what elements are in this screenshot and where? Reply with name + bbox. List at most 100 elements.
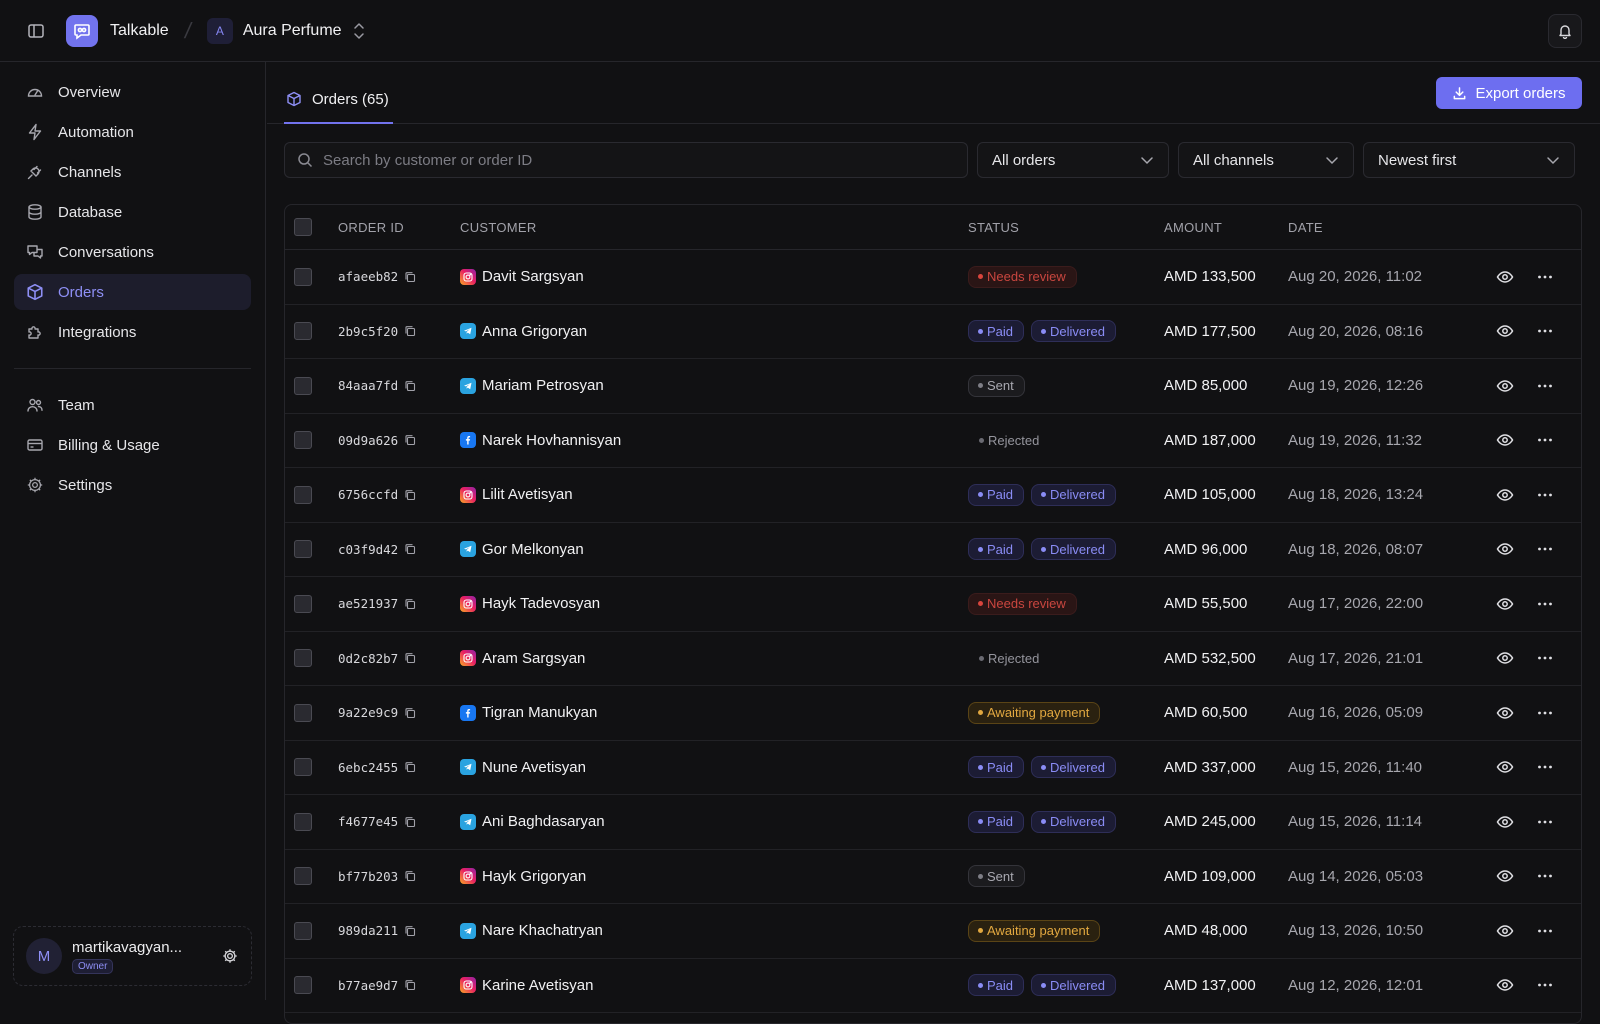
customer-name[interactable]: Narek Hovhannisyan [482, 431, 622, 449]
row-checkbox[interactable] [294, 485, 312, 504]
table-row[interactable]: b77ae9d7 Karine Avetisyan Paid Delivered AMD… [285, 959, 1581, 1013]
copy-icon[interactable] [404, 816, 416, 828]
eye-icon[interactable] [1496, 268, 1514, 286]
customer-name[interactable]: Lilit Avetisyan [482, 486, 573, 504]
sidebar-item-integrations[interactable]: Integrations [14, 314, 251, 350]
more-options-icon[interactable] [1536, 758, 1554, 776]
eye-icon[interactable] [1496, 758, 1514, 776]
eye-icon[interactable] [1496, 976, 1514, 994]
eye-icon[interactable] [1496, 322, 1514, 340]
user-settings-gear-icon[interactable] [221, 947, 239, 965]
copy-icon[interactable] [404, 325, 416, 337]
row-checkbox[interactable] [294, 758, 312, 777]
row-checkbox[interactable] [294, 594, 312, 613]
row-checkbox[interactable] [294, 703, 312, 722]
table-row[interactable]: 09d9a626 Narek Hovhannisyan Rejected AMD 18… [285, 414, 1581, 468]
eye-icon[interactable] [1496, 704, 1514, 722]
sidebar-item-conversations[interactable]: Conversations [14, 234, 251, 270]
notifications-button[interactable] [1548, 13, 1582, 48]
user-card[interactable]: M martikavagyan... Owner [13, 926, 252, 986]
eye-icon[interactable] [1496, 595, 1514, 613]
column-header-status[interactable]: STATUS [968, 219, 1020, 235]
more-options-icon[interactable] [1536, 813, 1554, 831]
sidebar-item-overview[interactable]: Overview [14, 74, 251, 110]
row-checkbox[interactable] [294, 267, 312, 286]
customer-name[interactable]: Tigran Manukyan [482, 704, 598, 722]
status-filter-select[interactable]: All orders [977, 142, 1169, 178]
workspace-name[interactable]: Aura Perfume [242, 21, 342, 39]
sidebar-item-orders[interactable]: Orders [14, 274, 251, 310]
customer-name[interactable]: Davit Sargsyan [482, 268, 584, 286]
tab-orders[interactable]: Orders (65) [284, 76, 393, 124]
row-checkbox[interactable] [294, 540, 312, 559]
copy-icon[interactable] [404, 434, 416, 446]
copy-icon[interactable] [404, 489, 416, 501]
row-checkbox[interactable] [294, 921, 312, 940]
copy-icon[interactable] [404, 652, 416, 664]
row-checkbox[interactable] [294, 976, 312, 995]
export-orders-button[interactable]: Export orders [1436, 77, 1582, 109]
more-options-icon[interactable] [1536, 976, 1554, 994]
row-checkbox[interactable] [294, 649, 312, 668]
more-options-icon[interactable] [1536, 377, 1554, 395]
select-all-checkbox[interactable] [294, 218, 312, 236]
table-row[interactable]: 6ebc2455 Nune Avetisyan Paid Delivered AMD 3… [285, 741, 1581, 795]
more-options-icon[interactable] [1536, 431, 1554, 449]
copy-icon[interactable] [404, 598, 416, 610]
sidebar-item-settings[interactable]: Settings [14, 467, 251, 503]
eye-icon[interactable] [1496, 540, 1514, 558]
eye-icon[interactable] [1496, 649, 1514, 667]
table-row[interactable]: 2b9c5f20 Anna Grigoryan Paid Delivered AMD 1… [285, 305, 1581, 359]
more-options-icon[interactable] [1536, 268, 1554, 286]
copy-icon[interactable] [404, 707, 416, 719]
eye-icon[interactable] [1496, 922, 1514, 940]
table-row[interactable]: 0d2c82b7 Aram Sargsyan Rejected AMD 532,500… [285, 632, 1581, 686]
more-options-icon[interactable] [1536, 540, 1554, 558]
table-row[interactable]: bf77b203 Hayk Grigoryan Sent AMD 109,000 Aug… [285, 850, 1581, 904]
sidebar-item-automation[interactable]: Automation [14, 114, 251, 150]
customer-name[interactable]: Nune Avetisyan [482, 758, 586, 776]
row-checkbox[interactable] [294, 322, 312, 341]
more-options-icon[interactable] [1536, 595, 1554, 613]
table-row[interactable]: ae521937 Hayk Tadevosyan Needs review AMD 5… [285, 577, 1581, 632]
column-header-amount[interactable]: AMOUNT [1164, 219, 1223, 235]
copy-icon[interactable] [404, 870, 416, 882]
customer-name[interactable]: Nare Khachatryan [482, 922, 603, 940]
customer-name[interactable]: Aram Sargsyan [482, 649, 586, 667]
table-row[interactable]: 9a22e9c9 Tigran Manukyan Awaiting payment A… [285, 686, 1581, 741]
table-row[interactable]: 84aaa7fd Mariam Petrosyan Sent AMD 85,000 Au… [285, 359, 1581, 414]
more-options-icon[interactable] [1536, 704, 1554, 722]
column-header-customer[interactable]: CUSTOMER [460, 219, 537, 235]
more-options-icon[interactable] [1536, 649, 1554, 667]
copy-icon[interactable] [404, 979, 416, 991]
sidebar-toggle-icon[interactable] [24, 19, 48, 43]
row-checkbox[interactable] [294, 867, 312, 886]
row-checkbox[interactable] [294, 431, 312, 450]
sidebar-item-channels[interactable]: Channels [14, 154, 251, 190]
sidebar-item-team[interactable]: Team [14, 387, 251, 423]
row-checkbox[interactable] [294, 376, 312, 395]
more-options-icon[interactable] [1536, 486, 1554, 504]
copy-icon[interactable] [404, 271, 416, 283]
row-checkbox[interactable] [294, 812, 312, 831]
customer-name[interactable]: Anna Grigoryan [482, 322, 588, 340]
eye-icon[interactable] [1496, 431, 1514, 449]
sort-select[interactable]: Newest first [1363, 142, 1575, 178]
sidebar-item-database[interactable]: Database [14, 194, 251, 230]
more-options-icon[interactable] [1536, 867, 1554, 885]
eye-icon[interactable] [1496, 867, 1514, 885]
workspace-switcher-icon[interactable] [352, 22, 366, 40]
eye-icon[interactable] [1496, 813, 1514, 831]
table-row[interactable]: f4677e45 Ani Baghdasaryan Paid Delivered AMD… [285, 795, 1581, 850]
column-header-order-id[interactable]: ORDER ID [338, 219, 404, 235]
copy-icon[interactable] [404, 543, 416, 555]
more-options-icon[interactable] [1536, 922, 1554, 940]
table-row[interactable]: c03f9d42 Gor Melkonyan Paid Delivered AMD 96… [285, 523, 1581, 577]
customer-name[interactable]: Gor Melkonyan [482, 540, 584, 558]
customer-name[interactable]: Ani Baghdasaryan [482, 813, 605, 831]
customer-name[interactable]: Hayk Tadevosyan [482, 595, 601, 613]
sidebar-item-billing-usage[interactable]: Billing & Usage [14, 427, 251, 463]
table-row[interactable]: afaeeb82 Davit Sargsyan Needs review AMD 13… [285, 250, 1581, 305]
column-header-date[interactable]: DATE [1288, 219, 1323, 235]
customer-name[interactable]: Mariam Petrosyan [482, 377, 604, 395]
